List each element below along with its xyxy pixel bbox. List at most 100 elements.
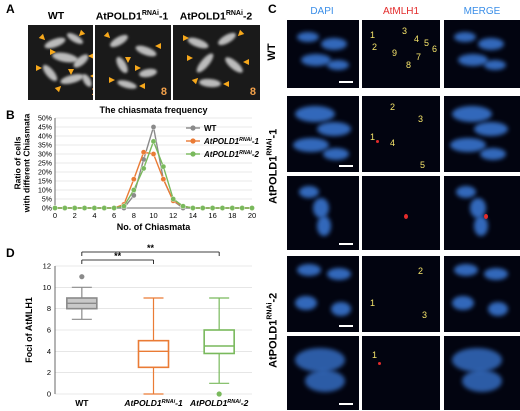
panel-label-c: C: [268, 2, 277, 16]
chiasma-arrow-icon: [135, 65, 141, 71]
y-tick-label: 10: [43, 283, 51, 292]
chiasmata-frequency-chart: The chiasmata frequency 0% 5% 10% 15% 20% 25% 3…: [0, 104, 262, 242]
mlh1-image-rnai1-b: [362, 176, 440, 250]
series-line: [55, 152, 252, 208]
header-atmlh1: AtMLH1: [362, 6, 440, 17]
y-tick-label: 40%: [38, 134, 52, 141]
mlh1-image-wt: 1 2 3 4 5 6 7 8 9: [362, 20, 440, 88]
merge-image-rnai2-b: [444, 336, 520, 410]
data-point: [92, 205, 97, 210]
outlier-point: [217, 391, 222, 396]
mlh1-image-rnai1-a: 1 2 3 4 5: [362, 96, 440, 172]
y-tick-label: 2: [47, 368, 51, 377]
scale-bar: [339, 165, 353, 167]
data-point: [52, 205, 57, 210]
data-point: [249, 205, 254, 210]
header-merge: MERGE: [444, 6, 520, 17]
y-tick-label: 0%: [42, 206, 52, 213]
y-tick-label: 35%: [38, 143, 52, 150]
y-tick-label: 25%: [38, 161, 52, 168]
x-tick-label: 16: [208, 211, 216, 220]
data-point: [102, 205, 107, 210]
row-label-rnai2: AtPOLD1RNAi-2: [267, 275, 280, 385]
y-tick-label: 4: [47, 347, 51, 356]
x-category-label: AtPOLD1RNAi-1: [123, 398, 183, 408]
outlier-point: [79, 274, 84, 279]
x-category-label: WT: [75, 398, 89, 408]
mlh1-image-rnai2-b: 1: [362, 336, 440, 410]
chiasma-arrow-icon: [39, 34, 47, 42]
panel-a-title-rnai1: AtPOLD1RNAi-1: [92, 10, 172, 23]
y-tick-label: 30%: [38, 152, 52, 159]
y-tick-label: 10%: [38, 188, 52, 195]
data-point: [82, 205, 87, 210]
y-tick-label: 15%: [38, 179, 52, 186]
data-point: [190, 205, 195, 210]
y-tick-label: 45%: [38, 125, 52, 132]
scale-bar: [339, 243, 353, 245]
row-label-rnai1: AtPOLD1RNAi-1: [267, 111, 280, 221]
chiasma-arrow-icon: [243, 59, 249, 65]
panel-a-title-rnai2: AtPOLD1RNAi-2: [173, 10, 259, 23]
chiasma-arrow-icon: [236, 30, 244, 38]
dapi-image-rnai2-b: [287, 336, 359, 410]
data-point: [112, 205, 117, 210]
legend-label: WT: [204, 124, 217, 133]
data-point: [131, 187, 136, 192]
chiasma-count: 8: [250, 86, 256, 98]
legend-marker: [190, 138, 195, 143]
y-tick-label: 6: [47, 326, 51, 335]
panel-label-a: A: [6, 2, 15, 16]
x-tick-label: 12: [169, 211, 177, 220]
legend-marker: [190, 125, 195, 130]
merge-image-rnai1-a: [444, 96, 520, 172]
data-point: [141, 166, 146, 171]
y-axis-label: Ratio of cellswith different Chiasmata: [12, 113, 31, 213]
data-point: [151, 139, 156, 144]
box: [139, 341, 169, 368]
chiasma-arrow-icon: [125, 57, 131, 63]
chiasma-arrow-icon: [187, 55, 193, 61]
chiasma-arrow-icon: [109, 77, 115, 83]
y-tick-label: 50%: [38, 116, 52, 123]
x-tick-label: 18: [228, 211, 236, 220]
panel-a-title-wt: WT: [28, 10, 84, 22]
legend-marker: [190, 151, 195, 156]
data-point: [230, 205, 235, 210]
significance-label: **: [147, 244, 155, 253]
y-axis-label: Foci of AtMLH1: [24, 297, 34, 363]
mlh1-image-rnai2-a: 1 2 3: [362, 256, 440, 332]
data-point: [141, 150, 146, 155]
chiasma-arrow-icon: [139, 83, 145, 89]
significance-label: **: [114, 251, 122, 261]
scale-bar: [339, 81, 353, 83]
data-point: [151, 151, 156, 156]
chiasma-arrow-icon: [55, 84, 63, 92]
x-tick-label: 8: [132, 211, 136, 220]
y-tick-label: 12: [43, 262, 51, 271]
x-tick-label: 4: [92, 211, 96, 220]
chart-title: The chiasmata frequency: [99, 105, 207, 115]
x-tick-label: 6: [112, 211, 116, 220]
chiasma-count: 8: [161, 86, 167, 98]
dapi-image-rnai1-a: [287, 96, 359, 172]
y-tick-label: 8: [47, 304, 51, 313]
chiasma-arrow-icon: [50, 49, 56, 55]
dapi-image-rnai1-b: [287, 176, 359, 250]
header-dapi: DAPI: [287, 6, 357, 17]
data-point: [131, 177, 136, 182]
y-tick-label: 20%: [38, 170, 52, 177]
chiasma-arrow-icon: [36, 65, 42, 71]
panel-a-micrograph-rnai1: 8: [93, 25, 171, 100]
merge-image-wt: [444, 20, 520, 88]
x-tick-label: 0: [53, 211, 57, 220]
data-point: [220, 205, 225, 210]
data-point: [210, 205, 215, 210]
data-point: [171, 196, 176, 201]
chiasma-arrow-icon: [223, 81, 229, 87]
x-tick-label: 10: [149, 211, 157, 220]
chiasma-arrow-icon: [104, 32, 112, 40]
data-point: [121, 204, 126, 209]
x-tick-label: 20: [248, 211, 256, 220]
chiasma-arrow-icon: [155, 43, 161, 49]
